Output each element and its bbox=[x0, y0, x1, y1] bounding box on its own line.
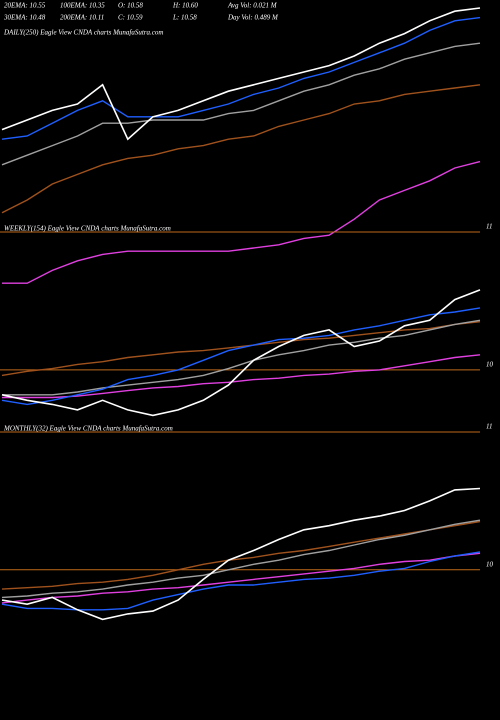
header-stat: Day Vol: 0.489 M bbox=[227, 14, 279, 22]
panel-title: WEEKLY(154) Eagle View CNDA charts Munaf… bbox=[4, 225, 171, 233]
series-line bbox=[2, 319, 481, 396]
panel-title: MONTHLY(32) Eagle View CNDA charts Munaf… bbox=[3, 425, 173, 433]
series-line bbox=[1, 552, 481, 604]
header-stat: 100EMA: 10.35 bbox=[60, 2, 105, 10]
price-level-label: 11 bbox=[486, 223, 492, 231]
series-line bbox=[1, 307, 481, 406]
series-line bbox=[1, 520, 481, 590]
header-stat: H: 10.60 bbox=[172, 2, 198, 10]
panel-title: DAILY(250) Eagle View CNDA charts Munafa… bbox=[3, 29, 163, 37]
series-line bbox=[2, 160, 481, 284]
series-line bbox=[2, 354, 481, 399]
series-line bbox=[1, 16, 481, 140]
series-line bbox=[1, 519, 481, 599]
series-line bbox=[1, 7, 481, 141]
header-stat: Avg Vol: 0.021 M bbox=[227, 2, 278, 10]
series-line bbox=[1, 289, 481, 417]
header-stat: 200EMA: 10.11 bbox=[60, 14, 104, 22]
series-line bbox=[1, 551, 481, 611]
header-stat: 30EMA: 10.48 bbox=[3, 14, 46, 22]
price-level-label: 10 bbox=[486, 361, 494, 369]
series-line bbox=[1, 84, 481, 214]
series-line bbox=[1, 321, 481, 377]
price-level-label: 10 bbox=[486, 560, 494, 568]
header-stat: O: 10.58 bbox=[118, 2, 143, 10]
series-line bbox=[1, 42, 481, 166]
header-stat: C: 10.59 bbox=[118, 14, 143, 22]
series-line bbox=[1, 487, 481, 621]
header-stat: 20EMA: 10.55 bbox=[4, 2, 46, 10]
header-stat: L: 10.58 bbox=[172, 14, 197, 22]
price-level-label: 11 bbox=[486, 423, 492, 431]
